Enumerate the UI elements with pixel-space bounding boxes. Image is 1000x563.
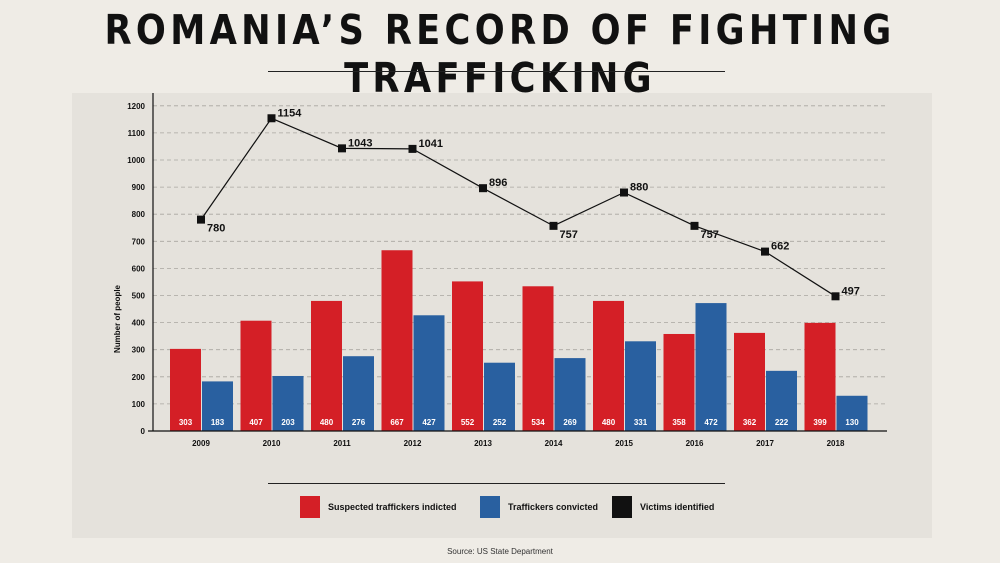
line-marker-victims	[479, 184, 487, 193]
line-value-label: 1154	[278, 107, 303, 119]
series-line-victims	[200, 117, 836, 297]
line-marker-victims	[338, 144, 346, 153]
bar-convicted	[695, 303, 727, 431]
line-marker-victims	[761, 247, 769, 256]
bar-convicted	[625, 341, 656, 431]
line-marker-victims	[620, 188, 628, 197]
bar-indicted	[381, 250, 413, 431]
x-tick-label: 2013	[474, 439, 492, 448]
bar-convicted	[554, 358, 586, 431]
bar-indicted	[170, 348, 201, 431]
line-marker-victims	[197, 215, 205, 224]
bar-value-label: 472	[704, 418, 718, 427]
line-value-label: 1041	[419, 138, 443, 150]
y-tick-label: 900	[132, 183, 146, 192]
x-tick-label: 2015	[615, 439, 633, 448]
bar-convicted	[836, 395, 868, 431]
bar-value-label: 534	[531, 418, 545, 427]
bar-value-label: 269	[563, 418, 577, 427]
y-tick-label: 800	[132, 210, 146, 219]
bar-value-label: 331	[634, 418, 648, 427]
bar-indicted	[311, 300, 342, 431]
bar-convicted	[202, 381, 233, 431]
bar-value-label: 552	[461, 418, 475, 427]
bar-convicted	[343, 356, 374, 431]
legend-label: Victims identified	[640, 502, 715, 512]
y-tick-label: 100	[132, 400, 146, 409]
bar-value-label: 480	[320, 418, 334, 427]
legend-swatch	[612, 496, 632, 518]
bar-value-label: 407	[249, 418, 263, 427]
bar-value-label: 183	[211, 418, 225, 427]
line-value-label: 896	[489, 177, 507, 189]
bar-indicted	[240, 320, 272, 431]
legend-swatch	[480, 496, 500, 518]
chart-title: ROMANIA’S RECORD OF FIGHTING TRAFFICKING	[104, 6, 896, 102]
y-tick-label: 300	[132, 346, 146, 355]
legend-divider	[268, 483, 725, 484]
line-value-label: 497	[842, 285, 860, 297]
y-tick-label: 600	[132, 264, 146, 273]
x-tick-label: 2017	[756, 439, 774, 448]
chart-panel: 0 100 200 300 400 500 600 700 800 900 1000 1100 1200…	[72, 93, 932, 538]
y-tick-label: 1100	[128, 129, 146, 138]
y-axis-label: Number of people	[113, 284, 122, 353]
bar-indicted	[663, 333, 695, 431]
bar-value-label: 130	[845, 418, 859, 427]
bar-value-label: 362	[743, 418, 757, 427]
y-tick-label: 1000	[127, 156, 145, 165]
bar-value-label: 427	[422, 418, 436, 427]
bar-value-label: 399	[813, 418, 827, 427]
title-underline	[268, 71, 725, 72]
line-marker-victims	[408, 144, 417, 153]
x-tick-label: 2018	[827, 439, 845, 448]
x-tick-label: 2012	[404, 439, 422, 448]
bar-convicted	[766, 370, 797, 431]
line-marker-victims	[831, 292, 840, 301]
line-value-label: 662	[771, 241, 789, 253]
y-tick-label: 700	[132, 237, 146, 246]
bar-indicted	[522, 286, 554, 431]
bar-indicted	[804, 322, 836, 431]
legend-label: Traffickers convicted	[508, 502, 599, 512]
bar-convicted	[272, 375, 304, 431]
bar-value-label: 303	[179, 418, 193, 427]
bar-value-label: 252	[493, 418, 507, 427]
bar-convicted	[484, 362, 515, 431]
bar-indicted	[734, 332, 765, 431]
bar-value-label: 276	[352, 418, 366, 427]
x-tick-label: 2014	[545, 439, 563, 448]
bar-indicted	[593, 300, 624, 431]
line-value-label: 1043	[348, 137, 372, 149]
bar-value-label: 222	[775, 418, 789, 427]
y-tick-label: 200	[132, 373, 146, 382]
line-value-label: 757	[701, 229, 719, 241]
line-marker-victims	[267, 114, 276, 123]
y-tick-label: 0	[141, 427, 146, 436]
y-tick-label: 400	[132, 319, 146, 328]
x-tick-label: 2009	[192, 439, 210, 448]
bar-indicted	[452, 281, 483, 431]
line-marker-victims	[549, 221, 558, 230]
x-tick-label: 2016	[686, 439, 704, 448]
bar-value-label: 667	[390, 418, 404, 427]
x-tick-label: 2011	[333, 439, 351, 448]
bar-value-label: 358	[672, 418, 686, 427]
y-tick-label: 1200	[127, 102, 145, 111]
line-marker-victims	[690, 221, 699, 230]
source-note: Source: US State Department	[447, 547, 553, 556]
legend-swatch	[300, 496, 320, 518]
legend-label: Suspected traffickers indicted	[328, 502, 457, 512]
line-value-label: 880	[630, 182, 648, 194]
line-value-label: 780	[207, 223, 225, 235]
bar-value-label: 480	[602, 418, 616, 427]
line-value-label: 757	[560, 229, 578, 241]
bar-value-label: 203	[281, 418, 295, 427]
chart: 0 100 200 300 400 500 600 700 800 900 1000 1100 1200…	[113, 93, 887, 448]
y-tick-label: 500	[132, 292, 146, 301]
x-tick-label: 2010	[263, 439, 281, 448]
bar-convicted	[413, 315, 445, 431]
